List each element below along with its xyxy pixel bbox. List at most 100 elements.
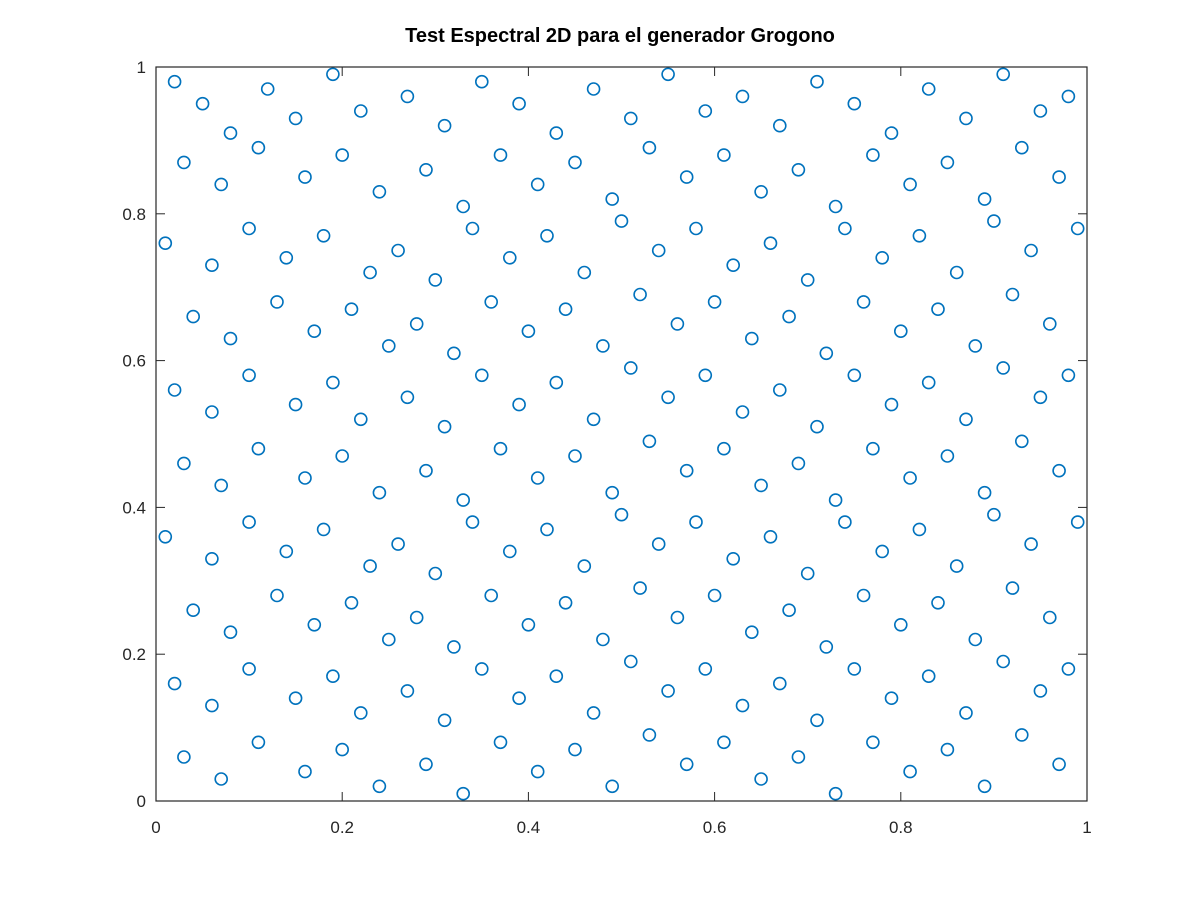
data-point bbox=[353, 706, 368, 720]
data-point bbox=[977, 779, 992, 794]
data-point bbox=[577, 265, 592, 280]
data-point bbox=[782, 309, 796, 324]
data-point bbox=[875, 544, 890, 559]
data-point bbox=[921, 375, 936, 390]
x-tick-label: 0.8 bbox=[889, 818, 913, 837]
x-tick-label: 1 bbox=[1082, 818, 1091, 837]
data-point bbox=[1024, 243, 1038, 258]
data-point bbox=[502, 544, 517, 559]
data-point bbox=[195, 96, 210, 111]
data-point bbox=[828, 493, 843, 507]
data-point bbox=[959, 706, 973, 720]
data-point bbox=[1052, 463, 1066, 478]
data-point bbox=[949, 559, 964, 573]
data-point bbox=[353, 412, 368, 427]
data-point bbox=[810, 419, 824, 434]
data-point bbox=[856, 295, 871, 309]
data-point bbox=[1014, 434, 1029, 449]
data-point bbox=[568, 155, 582, 170]
data-point bbox=[1061, 89, 1076, 104]
data-point bbox=[670, 317, 685, 331]
data-point bbox=[763, 529, 778, 544]
data-point bbox=[959, 412, 973, 427]
data-point bbox=[288, 691, 303, 706]
data-point bbox=[596, 339, 610, 353]
data-point bbox=[493, 148, 508, 162]
data-point bbox=[772, 676, 787, 691]
data-point bbox=[717, 441, 731, 456]
data-point bbox=[1005, 287, 1020, 302]
data-point bbox=[456, 199, 471, 214]
data-point bbox=[1052, 170, 1066, 184]
data-point bbox=[1033, 390, 1048, 405]
data-point bbox=[828, 786, 843, 801]
chart-title: Test Espectral 2D para el generador Grog… bbox=[405, 25, 835, 47]
data-point bbox=[400, 89, 415, 104]
data-point bbox=[698, 662, 713, 676]
data-point bbox=[474, 368, 489, 383]
data-point bbox=[679, 170, 694, 184]
data-point bbox=[577, 559, 592, 573]
data-point bbox=[1061, 368, 1076, 383]
data-point bbox=[316, 229, 331, 243]
data-point bbox=[335, 742, 350, 757]
data-point bbox=[1061, 662, 1076, 676]
data-point bbox=[735, 405, 750, 419]
data-point bbox=[521, 617, 536, 632]
data-point bbox=[372, 485, 387, 500]
data-points bbox=[158, 67, 1085, 801]
data-point bbox=[456, 786, 471, 801]
data-point bbox=[838, 515, 852, 529]
data-point bbox=[838, 221, 852, 236]
data-point bbox=[400, 684, 415, 698]
data-point bbox=[242, 221, 256, 236]
data-point bbox=[866, 441, 880, 456]
data-point bbox=[847, 662, 862, 676]
data-point bbox=[912, 522, 927, 537]
data-point bbox=[214, 177, 228, 192]
data-point bbox=[828, 199, 843, 214]
data-point bbox=[540, 522, 554, 537]
data-point bbox=[205, 258, 219, 273]
data-point bbox=[437, 419, 452, 434]
data-point bbox=[381, 339, 396, 353]
data-point bbox=[1005, 581, 1020, 595]
data-point bbox=[884, 691, 899, 706]
data-point bbox=[931, 595, 945, 610]
data-point bbox=[661, 67, 675, 82]
data-point bbox=[326, 375, 340, 390]
data-point bbox=[782, 603, 796, 618]
data-point bbox=[875, 250, 890, 265]
data-point bbox=[810, 74, 824, 89]
data-point bbox=[717, 735, 731, 750]
data-point bbox=[633, 287, 647, 302]
data-point bbox=[158, 529, 173, 544]
data-point bbox=[214, 478, 228, 493]
data-point bbox=[1052, 757, 1066, 772]
data-point bbox=[558, 595, 573, 610]
y-tick-label: 0.6 bbox=[122, 352, 146, 371]
data-point bbox=[893, 324, 908, 339]
data-point bbox=[940, 742, 955, 757]
data-point bbox=[419, 463, 433, 478]
data-point bbox=[819, 346, 834, 361]
data-point bbox=[949, 265, 964, 280]
x-axis-ticks: 0 0.2 0.4 0.6 0.8 1 bbox=[151, 67, 1092, 837]
data-point bbox=[987, 507, 1001, 522]
data-point bbox=[754, 478, 768, 493]
data-point bbox=[568, 449, 582, 463]
data-point bbox=[735, 698, 750, 713]
data-point bbox=[772, 383, 787, 397]
data-point bbox=[242, 368, 256, 383]
data-point bbox=[903, 471, 917, 485]
data-point bbox=[251, 441, 266, 456]
data-point bbox=[512, 96, 526, 111]
data-point bbox=[884, 126, 899, 140]
data-point bbox=[177, 155, 191, 170]
data-point bbox=[326, 67, 340, 82]
data-point bbox=[866, 148, 880, 162]
data-point bbox=[298, 764, 312, 779]
y-tick-label: 0.4 bbox=[122, 498, 146, 517]
data-point bbox=[893, 617, 908, 632]
data-point bbox=[484, 588, 499, 603]
